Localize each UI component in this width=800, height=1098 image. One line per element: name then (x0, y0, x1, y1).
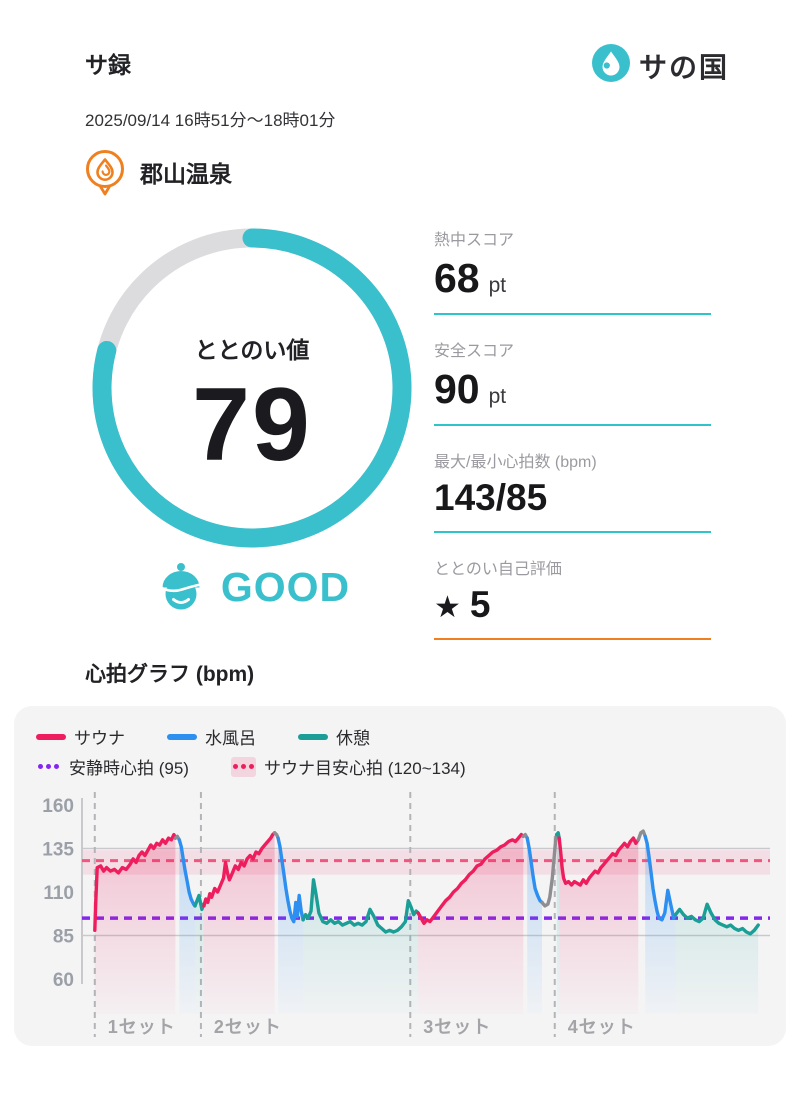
rating-text: GOOD (220, 564, 351, 610)
water-line-swatch (167, 733, 197, 740)
legend-item-water: 水風呂 (167, 724, 256, 749)
stat-label: 最大/最小心拍数 (bpm) (434, 454, 597, 472)
star-icon: ★ (434, 590, 461, 624)
logo-text: サの国 (639, 51, 730, 83)
stat-label: 安全スコア (434, 343, 515, 361)
stat-value: 90 (434, 366, 480, 413)
facility-row: 郡山温泉 (82, 148, 232, 203)
chart-section-title: 心拍グラフ (bpm) (85, 663, 255, 686)
legend-item-rest: 休憩 (298, 724, 370, 749)
session-datetime: 2025/09/14 16時51分〜18時01分 (85, 111, 336, 130)
rest-line-swatch (298, 733, 328, 740)
resting-hr-dotted-swatch (36, 757, 61, 777)
svg-text:60: 60 (53, 970, 74, 991)
water-drop-icon (592, 44, 630, 87)
chart-legend-row-1: サウナ 水風呂 休憩 (36, 724, 370, 749)
facility-name: 郡山温泉 (140, 160, 232, 187)
gauge-progress-arc (92, 228, 412, 548)
svg-text:135: 135 (42, 840, 74, 861)
stat-safety-score: 安全スコア 90 pt (434, 337, 711, 427)
stat-value: 5 (469, 583, 491, 625)
brand-logo: サの国 (592, 44, 729, 87)
page-title: サ録 (85, 52, 131, 78)
legend-label: 水風呂 (205, 729, 256, 748)
svg-text:160: 160 (42, 796, 74, 817)
stat-unit: pt (488, 385, 507, 409)
flame-pin-icon (82, 148, 129, 203)
stat-label: ととのい自己評価 (434, 560, 562, 578)
svg-text:110: 110 (43, 883, 74, 904)
chart-legend-row-2: 安静時心拍 (95) サウナ目安心拍 (120~134) (36, 754, 466, 779)
heart-rate-chart-card: サウナ 水風呂 休憩 安静時心拍 (95) サウナ目安心拍 (120~134) … (14, 706, 786, 1046)
stat-label: 熱中スコア (434, 232, 515, 249)
svg-text:3セット: 3セット (423, 1017, 491, 1037)
stat-value: 68 (434, 255, 480, 301)
legend-item-target-hr: サウナ目安心拍 (120~134) (230, 754, 466, 779)
legend-label: 休憩 (336, 729, 370, 748)
totonoi-gauge: ととのい値 79 (92, 228, 412, 548)
gauge-value: 79 (192, 367, 312, 483)
sauna-line-swatch (36, 733, 66, 740)
stat-self-rating: ととのい自己評価 ★ 5 (434, 555, 711, 640)
sauna-hat-face-icon (154, 558, 208, 617)
legend-label: 安静時心拍 (95) (69, 759, 189, 778)
legend-label: サウナ (74, 729, 125, 748)
legend-item-sauna: サウナ (36, 724, 125, 749)
stats-panel: 熱中スコア 68 pt 安全スコア 90 pt 最大/最小心拍数 (bpm) 1… (434, 226, 711, 662)
stat-heat-score: 熱中スコア 68 pt (434, 226, 711, 316)
stat-value: 143/85 (434, 477, 548, 519)
gauge-label: ととのい値 (194, 337, 310, 363)
svg-text:85: 85 (53, 927, 75, 948)
stat-max-min-hr: 最大/最小心拍数 (bpm) 143/85 (434, 448, 711, 533)
heart-rate-chart: 160 135 110 85 60 1セット 2セット 3セット 4セット (42, 792, 770, 1037)
svg-text:2セット: 2セット (214, 1017, 282, 1037)
legend-label: サウナ目安心拍 (120~134) (263, 759, 466, 778)
target-hr-dotted-swatch (230, 756, 256, 777)
legend-item-resting-hr: 安静時心拍 (95) (36, 754, 189, 779)
rating-row: GOOD (92, 558, 412, 617)
svg-text:4セット: 4セット (568, 1017, 636, 1037)
stat-unit: pt (488, 274, 507, 297)
svg-text:1セット: 1セット (108, 1017, 176, 1037)
